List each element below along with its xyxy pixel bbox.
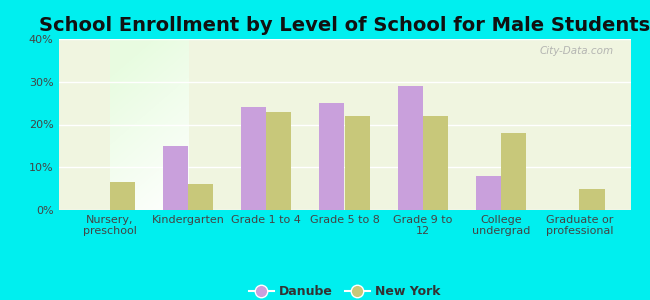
Bar: [241, 107, 266, 210]
Bar: [398, 86, 423, 210]
Bar: [162, 146, 188, 210]
Bar: [266, 112, 291, 210]
Bar: [501, 133, 526, 210]
Title: School Enrollment by Level of School for Male Students: School Enrollment by Level of School for…: [39, 16, 650, 35]
Bar: [422, 116, 448, 210]
Bar: [476, 176, 501, 210]
Bar: [188, 184, 213, 210]
Bar: [319, 103, 344, 210]
Bar: [110, 182, 135, 210]
Bar: [344, 116, 370, 210]
Bar: [579, 189, 604, 210]
Text: City-Data.com: City-Data.com: [540, 46, 614, 56]
Legend: Danube, New York: Danube, New York: [244, 280, 445, 300]
